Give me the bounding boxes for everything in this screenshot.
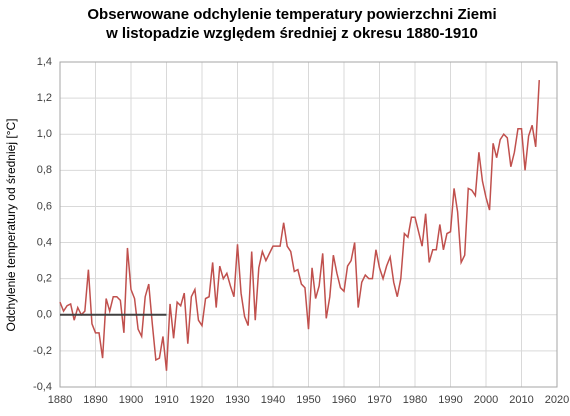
x-tick-label: 1940 <box>261 394 285 406</box>
y-tick-label: 0,8 <box>37 164 52 176</box>
x-tick-label: 2000 <box>474 394 498 406</box>
y-tick-label: 1,4 <box>37 56 52 68</box>
x-tick-label: 2020 <box>545 394 569 406</box>
y-axis-label: Odchylenie temperatury od średniej [°C] <box>4 119 18 332</box>
x-tick-label: 1920 <box>190 394 214 406</box>
x-tick-label: 1960 <box>332 394 356 406</box>
y-tick-label: 0,4 <box>37 236 52 248</box>
y-tick-label: -0,4 <box>33 381 52 393</box>
x-tick-label: 1890 <box>83 394 107 406</box>
x-tick-label: 1950 <box>296 394 320 406</box>
x-tick-label: 1930 <box>225 394 249 406</box>
chart-title: w listopadzie względem średniej z okresu… <box>105 25 478 42</box>
x-tick-label: 1900 <box>119 394 143 406</box>
data-line <box>59 80 540 371</box>
plot-border <box>59 61 558 388</box>
x-tick-label: 1970 <box>367 394 391 406</box>
x-tick-label: 2010 <box>509 394 533 406</box>
x-tick-label: 1990 <box>438 394 462 406</box>
y-tick-label: 1,0 <box>37 128 52 140</box>
x-tick-label: 1980 <box>403 394 427 406</box>
y-tick-label: -0,2 <box>33 345 52 357</box>
x-tick-label: 1910 <box>154 394 178 406</box>
x-tick-label: 1880 <box>48 394 72 406</box>
y-tick-label: 0,2 <box>37 273 52 285</box>
y-tick-label: 0,0 <box>37 309 52 321</box>
y-tick-label: 0,6 <box>37 200 52 212</box>
chart-title: Obserwowane odchylenie temperatury powie… <box>87 6 496 23</box>
y-tick-label: 1,2 <box>37 92 52 104</box>
